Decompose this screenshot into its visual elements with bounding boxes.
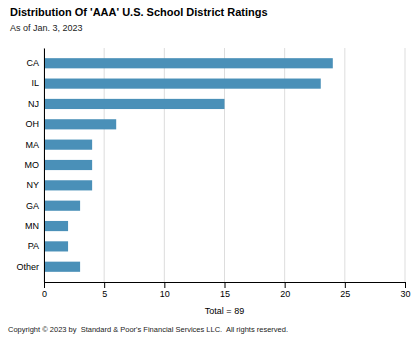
bars bbox=[44, 58, 333, 272]
bar bbox=[44, 221, 68, 231]
x-tick-mark bbox=[285, 282, 286, 288]
x-tick: 10 bbox=[160, 282, 170, 299]
y-tick: NJ bbox=[28, 99, 44, 109]
y-tick-label: CA bbox=[26, 58, 39, 68]
x-tick-label: 5 bbox=[102, 289, 107, 299]
x-tick-label: 25 bbox=[340, 289, 350, 299]
y-tick: GA bbox=[26, 201, 44, 211]
x-tick-label: 0 bbox=[42, 289, 47, 299]
y-axis-line bbox=[44, 49, 45, 283]
y-tick-label: GA bbox=[26, 201, 39, 211]
y-tick: MO bbox=[25, 160, 45, 170]
x-tick-label: 20 bbox=[280, 289, 290, 299]
y-axis: CA IL NJ OH MA MO NY GA MN PA Other bbox=[16, 49, 44, 283]
plot: 0 5 10 15 20 25 30 CA IL NJ OH MA MO NY GA MN PA Other bbox=[16, 48, 410, 299]
chart: Distribution Of 'AAA' U.S. School Distri… bbox=[0, 0, 419, 338]
y-tick: MN bbox=[25, 221, 44, 231]
y-tick: MA bbox=[26, 140, 45, 150]
title: Distribution Of 'AAA' U.S. School Distri… bbox=[10, 6, 268, 18]
y-tick: Other bbox=[16, 262, 44, 272]
y-tick-label: MA bbox=[26, 140, 40, 150]
x-tick: 15 bbox=[220, 282, 230, 299]
x-tick-mark bbox=[405, 282, 406, 288]
x-tick-mark bbox=[345, 282, 346, 288]
x-tick: 30 bbox=[400, 282, 410, 299]
x-tick-mark bbox=[225, 282, 226, 288]
y-tick-label: IL bbox=[31, 78, 39, 88]
x-tick: 25 bbox=[340, 282, 350, 299]
bar bbox=[44, 140, 92, 150]
grid-line bbox=[344, 48, 345, 282]
x-tick-label: 15 bbox=[220, 289, 230, 299]
y-tick-label: Other bbox=[16, 262, 39, 272]
grid bbox=[44, 48, 405, 282]
y-tick: CA bbox=[26, 58, 44, 68]
y-tick: IL bbox=[31, 78, 44, 88]
x-tick: 20 bbox=[280, 282, 290, 299]
y-tick-label: MN bbox=[25, 221, 39, 231]
x-tick: 5 bbox=[102, 282, 107, 299]
bar bbox=[44, 262, 80, 272]
bar bbox=[44, 160, 92, 170]
bar bbox=[44, 201, 80, 211]
bar bbox=[44, 79, 321, 89]
x-tick-mark bbox=[104, 282, 105, 288]
x-axis-title: Total = 89 bbox=[205, 306, 244, 316]
y-tick-label: NJ bbox=[28, 99, 39, 109]
footer: Copyright © 2023 by Standard & Poor's Fi… bbox=[8, 325, 288, 334]
x-tick-label: 10 bbox=[160, 289, 170, 299]
x-tick-mark bbox=[164, 282, 165, 288]
subtitle: As of Jan. 3, 2023 bbox=[10, 23, 83, 33]
bar bbox=[44, 119, 116, 129]
y-tick: PA bbox=[28, 241, 44, 251]
y-tick-label: NY bbox=[26, 180, 39, 190]
bar bbox=[44, 58, 333, 68]
x-tick: 0 bbox=[42, 282, 47, 299]
bar bbox=[44, 180, 92, 190]
grid-line bbox=[44, 48, 45, 282]
y-tick-label: OH bbox=[26, 119, 40, 129]
x-axis: 0 5 10 15 20 25 30 bbox=[42, 282, 411, 299]
x-tick-label: 30 bbox=[400, 289, 410, 299]
y-tick: OH bbox=[26, 119, 45, 129]
grid-line bbox=[405, 48, 406, 282]
bar bbox=[44, 241, 68, 251]
x-tick-mark bbox=[44, 282, 45, 288]
y-tick-label: PA bbox=[28, 241, 39, 251]
y-tick-label: MO bbox=[25, 160, 40, 170]
x-axis-line bbox=[45, 283, 406, 289]
bar bbox=[44, 99, 225, 109]
y-tick: NY bbox=[26, 180, 44, 190]
